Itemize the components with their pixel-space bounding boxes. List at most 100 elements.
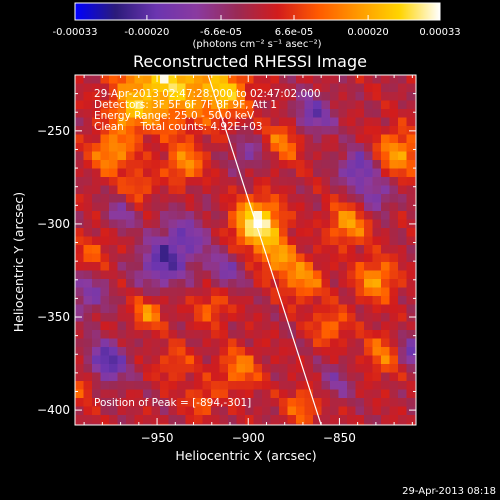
heatmap-cell: [398, 287, 407, 297]
heatmap-cell: [83, 270, 93, 280]
heatmap-cell: [117, 117, 127, 127]
heatmap-cell: [313, 313, 322, 322]
heatmap-cell: [279, 372, 288, 382]
heatmap-cell: [134, 381, 144, 390]
heatmap-cell: [75, 296, 84, 305]
heatmap-cell: [372, 168, 382, 178]
heatmap-cell: [211, 423, 220, 425]
heatmap-cell: [109, 381, 118, 390]
heatmap-cell: [330, 338, 339, 348]
heatmap-cell: [270, 245, 280, 254]
heatmap-cell: [279, 151, 288, 161]
heatmap-cell: [406, 177, 416, 186]
heatmap-cell: [75, 202, 84, 212]
heatmap-cell: [406, 347, 416, 356]
heatmap-cell: [236, 347, 246, 356]
heatmap-cell: [313, 177, 322, 186]
heatmap-cell: [330, 364, 339, 373]
heatmap-cell: [330, 219, 339, 229]
heatmap-cell: [321, 236, 331, 246]
heatmap-cell: [406, 262, 416, 271]
heatmap-cell: [219, 185, 229, 195]
heatmap-cell: [117, 109, 127, 118]
heatmap-cell: [381, 347, 390, 356]
heatmap-cell: [304, 117, 314, 127]
heatmap-cell: [83, 415, 93, 424]
heatmap-cell: [75, 194, 84, 203]
heatmap-cell: [100, 296, 110, 305]
heatmap-cell: [117, 177, 127, 186]
heatmap-cell: [389, 330, 399, 339]
heatmap-cell: [372, 415, 382, 424]
heatmap-cell: [355, 330, 365, 339]
heatmap-cell: [372, 262, 382, 271]
heatmap-cell: [143, 279, 152, 288]
heatmap-cell: [228, 245, 237, 254]
heatmap-cell: [160, 228, 169, 237]
heatmap-cell: [228, 117, 237, 127]
heatmap-cell: [270, 202, 280, 212]
heatmap-cell: [92, 211, 101, 220]
heatmap-cell: [219, 398, 229, 407]
heatmap-cell: [364, 415, 373, 424]
heatmap-cell: [177, 228, 186, 237]
heatmap-cell: [262, 211, 271, 220]
heatmap-cell: [321, 287, 331, 297]
heatmap-cell: [143, 381, 152, 390]
heatmap-cell: [313, 355, 322, 365]
heatmap-cell: [143, 338, 152, 348]
heatmap-cell: [126, 168, 135, 178]
heatmap-cell: [151, 177, 161, 186]
heatmap-cell: [313, 236, 322, 246]
heatmap-cell: [398, 253, 407, 263]
heatmap-cell: [160, 355, 169, 365]
heatmap-cell: [177, 117, 186, 127]
heatmap-cell: [279, 236, 288, 246]
heatmap-cell: [372, 355, 382, 365]
heatmap-cell: [262, 134, 271, 144]
heatmap-cell: [245, 398, 254, 407]
heatmap-cell: [398, 75, 407, 84]
heatmap-cell: [160, 347, 169, 356]
heatmap-cell: [100, 194, 110, 203]
heatmap-cell: [143, 185, 152, 195]
heatmap-cell: [236, 236, 246, 246]
heatmap-cell: [304, 185, 314, 195]
heatmap-cell: [321, 381, 331, 390]
heatmap-cell: [245, 423, 254, 425]
heatmap-cell: [321, 296, 331, 305]
heatmap-cell: [389, 109, 399, 118]
heatmap-cell: [262, 117, 271, 127]
heatmap-cell: [117, 83, 127, 93]
heatmap-cell: [92, 109, 101, 118]
heatmap-cell: [287, 304, 297, 314]
heatmap-cell: [236, 338, 246, 348]
heatmap-cell: [236, 185, 246, 195]
heatmap-cell: [211, 321, 220, 331]
heatmap-cell: [364, 219, 373, 229]
heatmap-cell: [338, 185, 348, 195]
heatmap-cell: [338, 134, 348, 144]
heatmap-cell: [219, 313, 229, 322]
heatmap-cell: [202, 398, 212, 407]
heatmap-cell: [168, 321, 178, 331]
heatmap-cell: [92, 313, 101, 322]
heatmap-cell: [109, 287, 118, 297]
heatmap-cell: [160, 270, 169, 280]
heatmap-cell: [330, 236, 339, 246]
heatmap-cell: [245, 245, 254, 254]
heatmap-cell: [381, 313, 390, 322]
heatmap-cell: [398, 126, 407, 135]
heatmap-cell: [109, 109, 118, 118]
heatmap-cell: [228, 151, 237, 161]
heatmap-cell: [355, 194, 365, 203]
heatmap-cell: [355, 126, 365, 135]
heatmap-cell: [126, 372, 135, 382]
heatmap-cell: [304, 219, 314, 229]
heatmap-cell: [381, 100, 390, 110]
heatmap-cell: [389, 279, 399, 288]
heatmap-cell: [143, 245, 152, 254]
heatmap-cell: [100, 134, 110, 144]
heatmap-cell: [219, 330, 229, 339]
heatmap-cell: [126, 75, 135, 84]
